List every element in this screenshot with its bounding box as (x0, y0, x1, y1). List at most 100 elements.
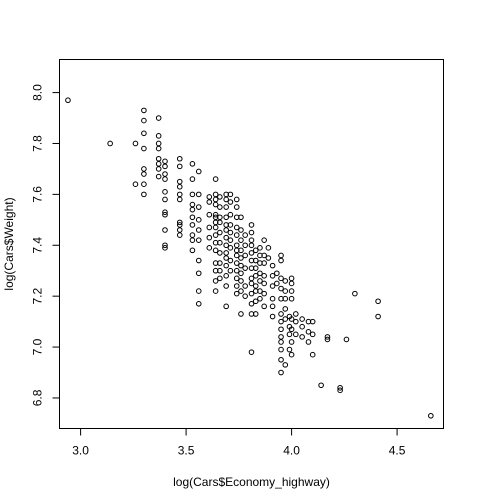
data-point (242, 252, 248, 259)
data-point (217, 260, 223, 266)
data-point (155, 140, 162, 147)
data-point (227, 267, 234, 274)
x-axis: 3.0 3.5 4.0 4.5 (72, 428, 406, 458)
data-point (217, 250, 223, 256)
data-point (278, 346, 284, 353)
data-point (282, 295, 289, 302)
data-point (223, 283, 229, 289)
data-point (162, 196, 168, 203)
data-point (217, 267, 223, 274)
data-point (238, 278, 244, 284)
data-point (141, 145, 147, 152)
data-point (176, 196, 183, 203)
data-point (248, 280, 255, 287)
data-point (189, 214, 196, 221)
data-point (269, 283, 276, 289)
data-point (189, 237, 196, 243)
data-point (155, 115, 162, 121)
data-point (343, 336, 350, 343)
data-point (176, 191, 183, 198)
x-tick-label: 3.0 (72, 444, 89, 458)
data-point (257, 270, 263, 277)
data-point (309, 351, 316, 358)
data-point (206, 224, 213, 231)
data-point (176, 178, 183, 185)
data-point (223, 242, 229, 249)
data-point (288, 288, 295, 294)
data-point (288, 351, 295, 358)
data-point (248, 250, 255, 256)
data-point (176, 163, 183, 170)
data-point (217, 239, 223, 246)
x-axis-label: log(Cars$Economy_highway) (173, 475, 330, 489)
data-point (206, 245, 213, 251)
data-point (233, 232, 240, 238)
data-point (286, 331, 293, 338)
data-point (238, 214, 244, 221)
y-tick-label: 7.8 (31, 135, 45, 152)
data-point (195, 227, 202, 233)
data-point (261, 237, 267, 243)
data-point (293, 331, 299, 338)
data-point (238, 311, 244, 317)
data-point (195, 217, 202, 223)
plot-frame (59, 59, 444, 429)
data-point (252, 283, 259, 289)
data-point (269, 262, 276, 269)
data-point (141, 191, 147, 198)
data-point (242, 293, 248, 299)
data-point (242, 265, 248, 271)
data-point (132, 181, 139, 187)
data-point (261, 260, 267, 266)
data-point (212, 201, 219, 208)
data-point (223, 250, 229, 256)
data-point (189, 206, 196, 213)
data-point (189, 161, 196, 167)
x-tick-label: 4.5 (389, 444, 406, 458)
data-point (141, 107, 147, 114)
data-point (428, 412, 434, 419)
data-point (375, 298, 381, 305)
data-point (233, 242, 240, 249)
data-point (227, 222, 234, 228)
data-point (195, 204, 202, 210)
data-point (65, 97, 71, 104)
data-point (233, 252, 240, 259)
data-point (278, 318, 284, 325)
data-point (217, 219, 223, 226)
data-point (375, 313, 381, 320)
data-point (223, 196, 229, 203)
data-point (233, 275, 240, 282)
data-point (212, 224, 219, 231)
data-point (141, 130, 147, 137)
y-axis-label: log(Cars$Weight) (2, 197, 16, 290)
data-point (309, 318, 316, 325)
data-point (227, 191, 234, 198)
data-point (238, 227, 244, 233)
data-point (233, 267, 240, 274)
data-point (189, 247, 196, 254)
data-point (195, 237, 202, 243)
data-point (227, 229, 234, 236)
data-point (233, 260, 240, 266)
data-point (269, 303, 276, 310)
data-point (107, 140, 113, 147)
data-point (195, 168, 202, 175)
y-tick-label: 7.2 (31, 288, 45, 305)
data-point (269, 273, 276, 279)
data-point (252, 273, 259, 279)
data-points (65, 97, 434, 419)
data-point (162, 242, 168, 249)
data-point (286, 346, 293, 353)
data-point (252, 298, 259, 305)
data-point (176, 227, 183, 233)
data-point (278, 356, 284, 363)
data-point (261, 290, 267, 297)
data-point (233, 283, 240, 289)
data-point (162, 176, 168, 182)
data-point (162, 245, 168, 251)
data-point (162, 171, 168, 177)
y-tick-label: 7.6 (31, 186, 45, 203)
data-point (223, 227, 229, 233)
data-point (288, 275, 295, 282)
